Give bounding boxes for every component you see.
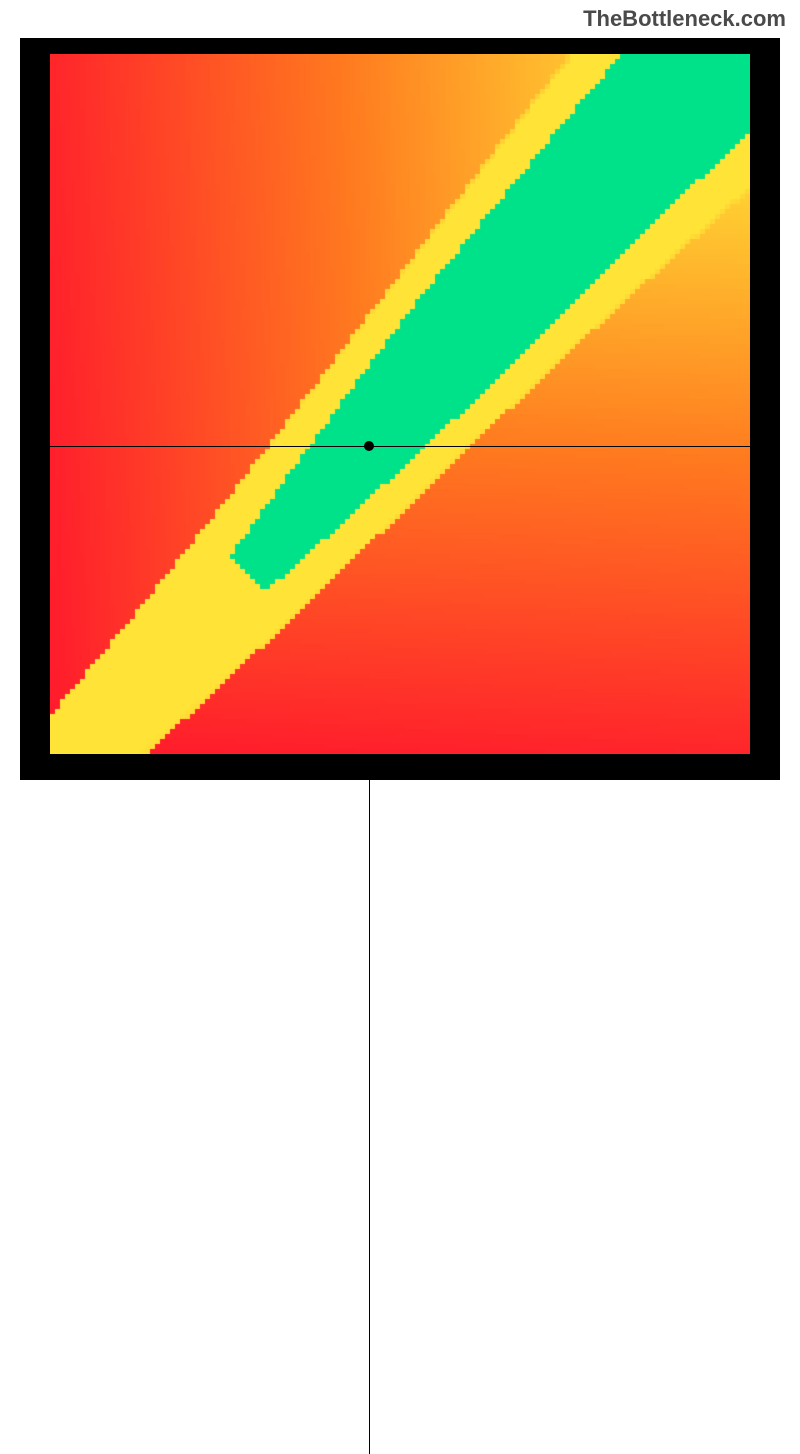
chart-frame [20,38,780,780]
bottleneck-heatmap [50,54,750,754]
crosshair-vertical [369,754,370,1454]
crosshair-horizontal [50,446,750,447]
plot-area [50,54,750,754]
watermark-text: TheBottleneck.com [583,6,786,32]
chart-container: TheBottleneck.com [0,0,800,800]
crosshair-marker-dot [364,441,374,451]
